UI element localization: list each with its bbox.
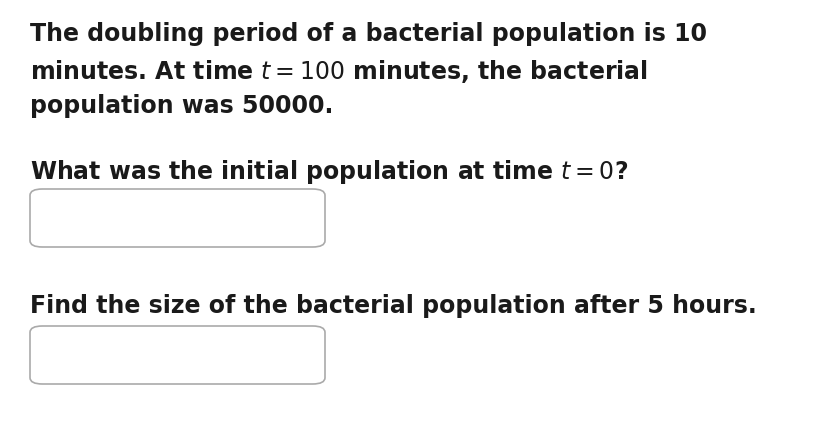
Text: Find the size of the bacterial population after 5 hours.: Find the size of the bacterial populatio… xyxy=(30,294,756,318)
Text: What was the initial population at time $t = 0$?: What was the initial population at time … xyxy=(30,158,628,186)
Text: minutes. At time $t = 100$ minutes, the bacterial: minutes. At time $t = 100$ minutes, the … xyxy=(30,58,647,85)
Text: population was 50000.: population was 50000. xyxy=(30,94,333,118)
Text: The doubling period of a bacterial population is 10: The doubling period of a bacterial popul… xyxy=(30,22,706,46)
